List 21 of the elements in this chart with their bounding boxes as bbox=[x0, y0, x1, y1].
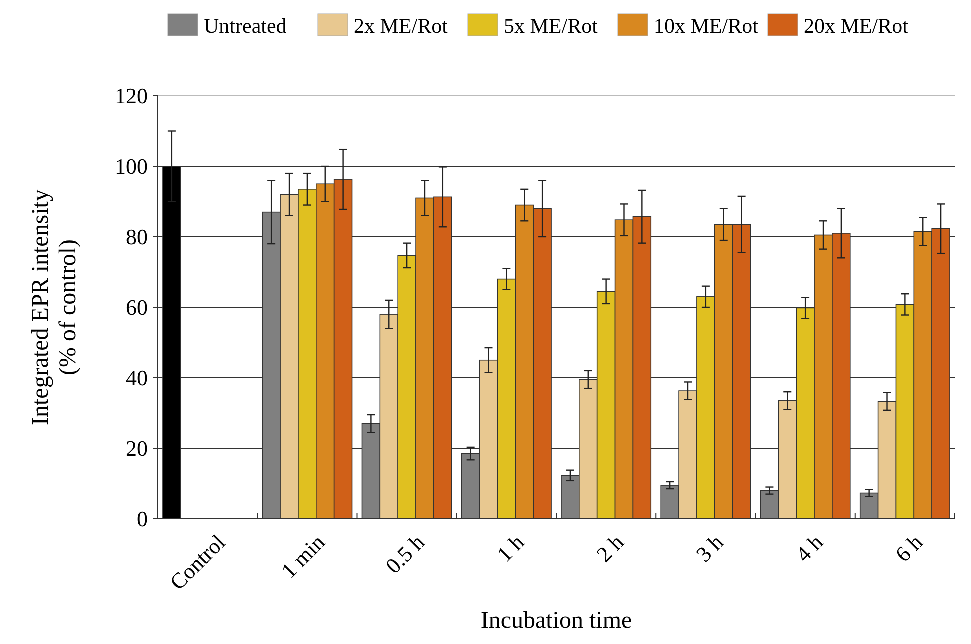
x-axis-title: Incubation time bbox=[480, 608, 632, 634]
legend-label: 5x ME/Rot bbox=[504, 14, 598, 38]
y-tick-label: 0 bbox=[137, 506, 148, 532]
legend-label: 20x ME/Rot bbox=[804, 14, 909, 38]
legend-label: 10x ME/Rot bbox=[654, 14, 759, 38]
y-tick-label: 20 bbox=[126, 436, 148, 462]
x-tick-label: 1 h bbox=[492, 530, 530, 567]
x-tick-label: 0.5 h bbox=[380, 530, 430, 579]
y-tick-label: 100 bbox=[115, 154, 148, 180]
y-tick-label: 80 bbox=[126, 224, 148, 250]
x-tick-label: 4 h bbox=[790, 530, 828, 567]
x-tick-label: 2 h bbox=[592, 530, 629, 567]
y-tick-label: 120 bbox=[115, 84, 148, 109]
x-tick-label: 6 h bbox=[890, 530, 928, 567]
y-tick-label: 60 bbox=[126, 295, 148, 320]
y-axis-title: Integrated EPR intensity (% of control) bbox=[28, 190, 82, 426]
legend-label: Untreated bbox=[204, 14, 288, 38]
y-tick-label: 40 bbox=[126, 366, 148, 391]
legend-label: 2x ME/Rot bbox=[354, 14, 448, 38]
x-tick-label: 1 min bbox=[276, 530, 330, 584]
x-tick-label: 3 h bbox=[691, 530, 728, 567]
